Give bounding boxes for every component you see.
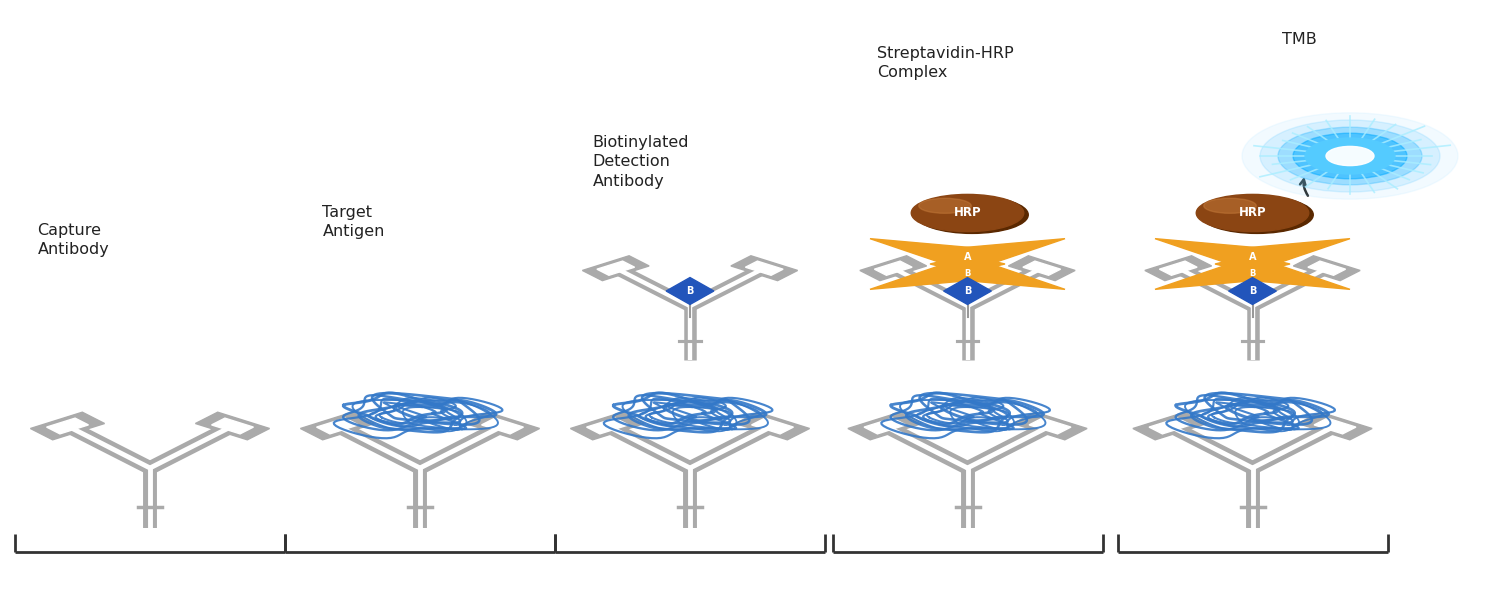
Polygon shape (944, 278, 992, 304)
Ellipse shape (1197, 194, 1308, 232)
Text: B: B (1250, 269, 1256, 277)
Text: HRP: HRP (954, 206, 981, 220)
Polygon shape (482, 418, 524, 434)
Polygon shape (847, 412, 922, 440)
Polygon shape (570, 412, 645, 440)
Polygon shape (582, 256, 650, 281)
Polygon shape (1240, 239, 1350, 268)
Polygon shape (864, 418, 906, 434)
Polygon shape (211, 418, 254, 434)
Polygon shape (1314, 418, 1356, 434)
Ellipse shape (1203, 198, 1257, 213)
Polygon shape (1240, 260, 1350, 289)
Polygon shape (746, 261, 783, 275)
Polygon shape (300, 412, 375, 440)
Polygon shape (870, 239, 980, 268)
Polygon shape (1144, 256, 1212, 281)
Text: B: B (687, 286, 693, 296)
Polygon shape (1029, 418, 1071, 434)
Text: B: B (964, 286, 970, 296)
Polygon shape (752, 418, 794, 434)
Polygon shape (1149, 418, 1191, 434)
Polygon shape (730, 256, 798, 281)
Polygon shape (1215, 255, 1290, 273)
Polygon shape (316, 418, 358, 434)
Ellipse shape (910, 194, 1023, 232)
Ellipse shape (1200, 196, 1314, 233)
Text: Streptavidin-HRP
Complex: Streptavidin-HRP Complex (878, 46, 1014, 80)
Polygon shape (956, 239, 1065, 268)
Polygon shape (1008, 256, 1076, 281)
Polygon shape (586, 418, 628, 434)
Ellipse shape (918, 198, 972, 213)
Text: HRP: HRP (1239, 206, 1266, 220)
Polygon shape (859, 256, 927, 281)
Text: Biotinylated
Detection
Antibody: Biotinylated Detection Antibody (592, 134, 688, 190)
Circle shape (1326, 146, 1374, 166)
Polygon shape (597, 261, 634, 275)
Polygon shape (735, 412, 810, 440)
Polygon shape (1308, 261, 1346, 275)
Polygon shape (666, 278, 714, 304)
Polygon shape (465, 412, 540, 440)
Polygon shape (46, 418, 88, 434)
Polygon shape (1228, 278, 1276, 304)
Polygon shape (1023, 261, 1060, 275)
Circle shape (1305, 138, 1395, 174)
Ellipse shape (915, 196, 1029, 233)
Polygon shape (195, 412, 270, 440)
Polygon shape (874, 261, 912, 275)
Polygon shape (1293, 256, 1360, 281)
Polygon shape (30, 412, 105, 440)
Circle shape (1293, 133, 1407, 179)
Text: Target
Antigen: Target Antigen (322, 205, 386, 239)
Text: A: A (1248, 252, 1257, 262)
Text: B: B (964, 269, 970, 277)
Polygon shape (870, 260, 980, 289)
Circle shape (1278, 127, 1422, 185)
Text: B: B (1250, 286, 1256, 296)
Polygon shape (1155, 239, 1264, 268)
Polygon shape (1160, 261, 1197, 275)
Polygon shape (1132, 412, 1208, 440)
Circle shape (1260, 120, 1440, 192)
Polygon shape (1155, 260, 1264, 289)
Polygon shape (930, 255, 1005, 273)
Text: A: A (963, 252, 972, 262)
Text: TMB: TMB (1282, 31, 1317, 46)
Circle shape (1242, 113, 1458, 199)
Polygon shape (956, 260, 1065, 289)
Text: Capture
Antibody: Capture Antibody (38, 223, 109, 257)
Polygon shape (1013, 412, 1088, 440)
Polygon shape (1298, 412, 1372, 440)
